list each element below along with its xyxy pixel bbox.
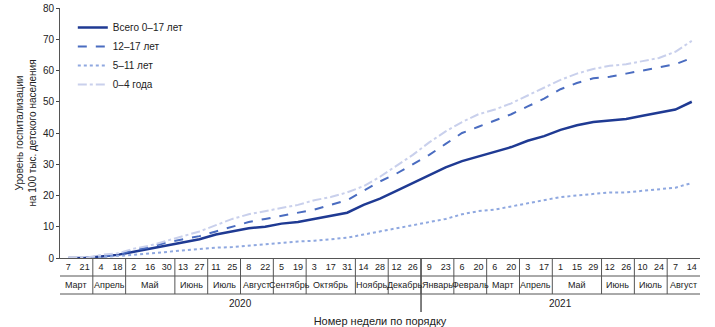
svg-text:26: 26 — [408, 262, 418, 272]
svg-text:Февраль: Февраль — [452, 280, 489, 290]
svg-text:30: 30 — [162, 262, 172, 272]
svg-text:14: 14 — [359, 262, 369, 272]
svg-text:29: 29 — [588, 262, 598, 272]
svg-text:Июнь: Июнь — [606, 280, 629, 290]
svg-text:10: 10 — [638, 262, 648, 272]
svg-text:Уровень госпитализациина 100 т: Уровень госпитализациина 100 тыс. детско… — [14, 59, 38, 206]
svg-text:2021: 2021 — [549, 298, 572, 309]
svg-text:20: 20 — [473, 262, 483, 272]
svg-text:30: 30 — [43, 159, 55, 170]
svg-text:Октябрь: Октябрь — [313, 280, 348, 290]
svg-text:16: 16 — [145, 262, 155, 272]
svg-text:23: 23 — [441, 262, 451, 272]
svg-text:20: 20 — [43, 190, 55, 201]
svg-text:Сентябрь: Сентябрь — [269, 280, 310, 290]
svg-text:17: 17 — [539, 262, 549, 272]
svg-text:5: 5 — [279, 262, 284, 272]
svg-text:13: 13 — [178, 262, 188, 272]
svg-text:12: 12 — [391, 262, 401, 272]
svg-text:3: 3 — [525, 262, 530, 272]
svg-text:Номер недели по порядку: Номер недели по порядку — [314, 315, 447, 327]
svg-text:2: 2 — [131, 262, 136, 272]
svg-text:15: 15 — [572, 262, 582, 272]
svg-text:25: 25 — [227, 262, 237, 272]
svg-text:80: 80 — [43, 3, 55, 14]
svg-text:Июль: Июль — [639, 280, 662, 290]
svg-text:4: 4 — [99, 262, 104, 272]
svg-text:Декабрь: Декабрь — [387, 280, 422, 290]
svg-text:21: 21 — [80, 262, 90, 272]
svg-text:12–17 лет: 12–17 лет — [113, 41, 160, 52]
svg-text:Март: Март — [492, 280, 514, 290]
svg-text:70: 70 — [43, 34, 55, 45]
svg-text:7: 7 — [673, 262, 678, 272]
svg-text:Май: Май — [568, 280, 586, 290]
svg-text:Май: Май — [141, 280, 159, 290]
svg-text:5–11 лет: 5–11 лет — [113, 60, 153, 71]
svg-text:2020: 2020 — [229, 298, 252, 309]
svg-text:9: 9 — [427, 262, 432, 272]
svg-text:19: 19 — [293, 262, 303, 272]
svg-text:0–4 года: 0–4 года — [113, 79, 153, 90]
svg-text:27: 27 — [194, 262, 204, 272]
svg-text:1: 1 — [558, 262, 563, 272]
svg-text:22: 22 — [260, 262, 270, 272]
svg-text:40: 40 — [43, 128, 55, 139]
svg-text:6: 6 — [492, 262, 497, 272]
svg-text:Апрель: Апрель — [520, 280, 551, 290]
svg-text:Июль: Июль — [213, 280, 236, 290]
svg-text:60: 60 — [43, 65, 55, 76]
svg-text:3: 3 — [312, 262, 317, 272]
svg-text:10: 10 — [43, 221, 55, 232]
svg-text:26: 26 — [621, 262, 631, 272]
svg-text:20: 20 — [506, 262, 516, 272]
svg-text:Всего 0–17 лет: Всего 0–17 лет — [113, 22, 183, 33]
svg-text:Июнь: Июнь — [180, 280, 203, 290]
svg-text:50: 50 — [43, 96, 55, 107]
svg-text:8: 8 — [246, 262, 251, 272]
svg-text:11: 11 — [211, 262, 220, 272]
svg-text:17: 17 — [326, 262, 336, 272]
svg-text:Ноябрь: Ноябрь — [356, 280, 388, 290]
svg-text:Январь: Январь — [422, 280, 453, 290]
svg-text:14: 14 — [687, 262, 697, 272]
svg-text:18: 18 — [112, 262, 122, 272]
svg-text:12: 12 — [605, 262, 615, 272]
svg-text:Март: Март — [65, 280, 87, 290]
svg-text:Апрель: Апрель — [94, 280, 125, 290]
svg-text:7: 7 — [66, 262, 71, 272]
svg-text:0: 0 — [48, 253, 54, 264]
svg-text:Август: Август — [243, 280, 270, 290]
svg-text:Август: Август — [670, 280, 697, 290]
svg-text:31: 31 — [342, 262, 352, 272]
svg-text:24: 24 — [654, 262, 664, 272]
svg-text:28: 28 — [375, 262, 385, 272]
svg-text:6: 6 — [460, 262, 465, 272]
